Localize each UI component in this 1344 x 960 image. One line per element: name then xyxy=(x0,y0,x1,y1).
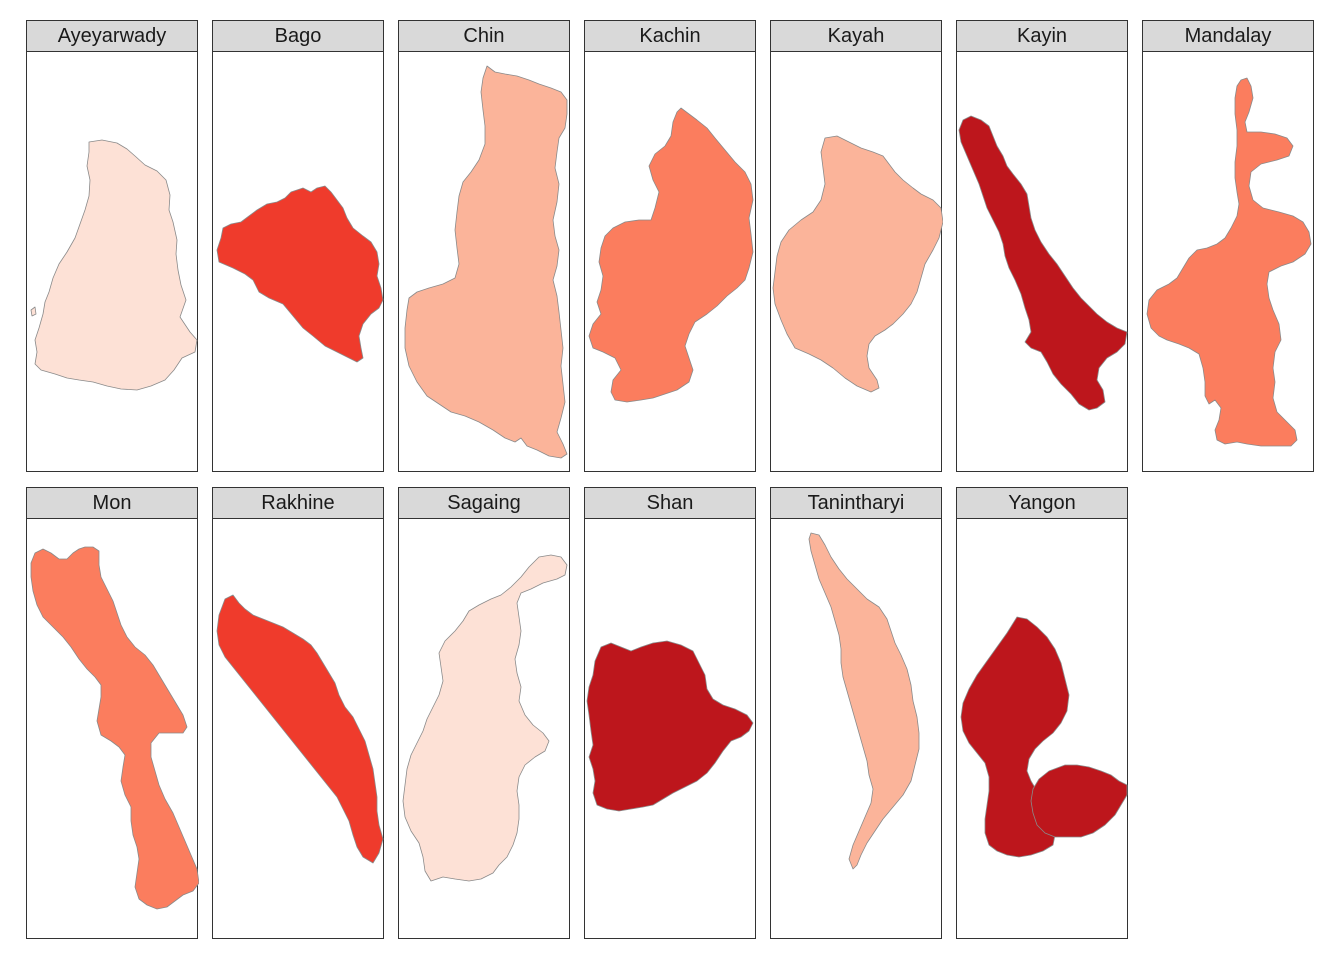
region-shape-east xyxy=(1030,764,1128,838)
facet-ayeyarwady: Ayeyarwady xyxy=(26,20,198,472)
region-shape xyxy=(586,640,754,812)
region-shape xyxy=(958,115,1128,411)
facet-bago: Bago xyxy=(212,20,384,472)
region-shape xyxy=(960,616,1070,858)
region-shape xyxy=(402,554,568,882)
map-panel xyxy=(212,519,384,939)
region-shape xyxy=(404,65,568,459)
facet-kayin: Kayin xyxy=(956,20,1128,472)
region-shape xyxy=(216,185,384,363)
facet-chin: Chin xyxy=(398,20,570,472)
facet-label: Ayeyarwady xyxy=(26,20,198,52)
facet-label: Yangon xyxy=(956,487,1128,519)
map-panel xyxy=(770,519,942,939)
region-island xyxy=(30,306,37,317)
facet-label: Kayah xyxy=(770,20,942,52)
facet-label: Mandalay xyxy=(1142,20,1314,52)
facet-rakhine: Rakhine xyxy=(212,487,384,939)
region-shape xyxy=(30,546,199,910)
facet-yangon: Yangon xyxy=(956,487,1128,939)
map-panel xyxy=(956,52,1128,472)
facet-label: Kachin xyxy=(584,20,756,52)
facet-label: Chin xyxy=(398,20,570,52)
facet-label: Bago xyxy=(212,20,384,52)
facet-kachin: Kachin xyxy=(584,20,756,472)
map-panel xyxy=(212,52,384,472)
map-panel xyxy=(398,52,570,472)
facet-mandalay: Mandalay xyxy=(1142,20,1314,472)
region-shape xyxy=(34,139,198,391)
facet-sagaing: Sagaing xyxy=(398,487,570,939)
map-panel xyxy=(770,52,943,472)
facet-kayah: Kayah xyxy=(770,20,943,472)
facet-label: Mon xyxy=(26,487,198,519)
region-shape xyxy=(588,107,754,403)
facet-label: Tanintharyi xyxy=(770,487,942,519)
map-panel xyxy=(26,519,199,939)
region-shape xyxy=(808,532,920,870)
facet-label: Rakhine xyxy=(212,487,384,519)
map-panel xyxy=(26,52,198,472)
facet-label: Shan xyxy=(584,487,756,519)
region-shape xyxy=(216,594,384,864)
map-panel xyxy=(1142,52,1314,472)
facet-label: Sagaing xyxy=(398,487,570,519)
facet-tanintharyi: Tanintharyi xyxy=(770,487,942,939)
map-panel xyxy=(584,52,756,472)
facet-shan: Shan xyxy=(584,487,756,939)
facet-mon: Mon xyxy=(26,487,199,939)
map-panel xyxy=(956,519,1128,939)
region-shape xyxy=(772,135,943,393)
map-panel xyxy=(398,519,570,939)
facet-label: Kayin xyxy=(956,20,1128,52)
map-panel xyxy=(584,519,756,939)
region-shape xyxy=(1146,77,1312,447)
